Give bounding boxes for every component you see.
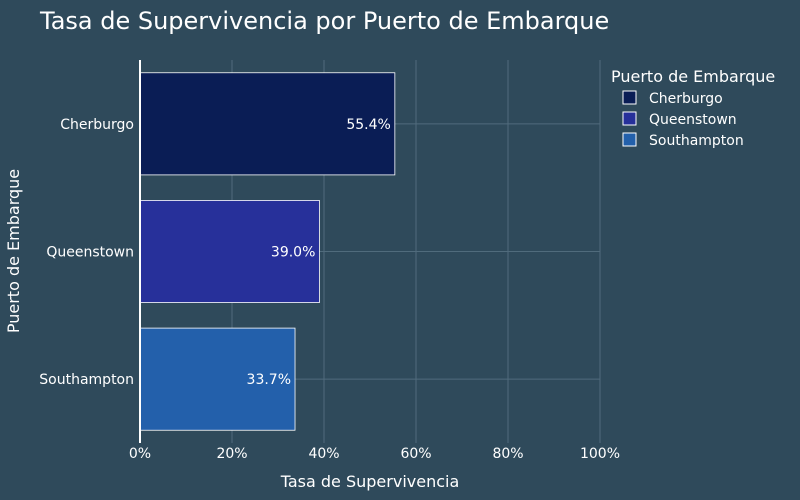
x-tick-labels: 0% 20% 40% 60% 80% 100% xyxy=(129,446,620,462)
bar-queenstown[interactable] xyxy=(139,200,320,303)
data-label-southampton: 33.7% xyxy=(247,372,291,388)
y-axis-title: Puerto de Embarque xyxy=(4,169,23,333)
data-label-queenstown: 39.0% xyxy=(271,245,315,261)
x-tick-label: 0% xyxy=(129,446,151,462)
x-tick-label: 60% xyxy=(400,446,431,462)
legend-item-queenstown[interactable]: Queenstown xyxy=(622,111,737,128)
legend-title: Puerto de Embarque xyxy=(611,67,775,86)
y-tick-labels: Cherburgo Queenstown Southampton xyxy=(39,117,134,388)
y-tick-queenstown: Queenstown xyxy=(46,245,134,261)
legend-item-southampton[interactable]: Southampton xyxy=(622,132,744,149)
x-tick-label: 100% xyxy=(580,446,620,462)
x-tick-label: 20% xyxy=(216,446,247,462)
y-tick-southampton: Southampton xyxy=(39,372,134,388)
legend-swatch-cherburgo xyxy=(622,90,637,105)
x-tick-label: 80% xyxy=(492,446,523,462)
legend-swatch-queenstown xyxy=(622,111,637,126)
legend-swatch-southampton xyxy=(622,132,637,147)
legend-item-cherburgo[interactable]: Cherburgo xyxy=(622,90,723,107)
bars xyxy=(139,72,396,431)
legend-label-cherburgo: Cherburgo xyxy=(649,91,723,107)
legend-label-southampton: Southampton xyxy=(649,133,744,149)
x-axis-title: Tasa de Supervivencia xyxy=(280,472,460,491)
data-label-cherburgo: 55.4% xyxy=(346,117,390,133)
y-tick-cherburgo: Cherburgo xyxy=(60,117,134,133)
x-tick-label: 40% xyxy=(308,446,339,462)
chart-title: Tasa de Supervivencia por Puerto de Emba… xyxy=(39,7,609,35)
bar-southampton[interactable] xyxy=(139,327,296,431)
legend[interactable]: Puerto de Embarque Cherburgo Queenstown So… xyxy=(611,67,775,149)
data-labels: 55.4% 39.0% 33.7% xyxy=(247,117,391,388)
legend-label-queenstown: Queenstown xyxy=(649,112,737,128)
